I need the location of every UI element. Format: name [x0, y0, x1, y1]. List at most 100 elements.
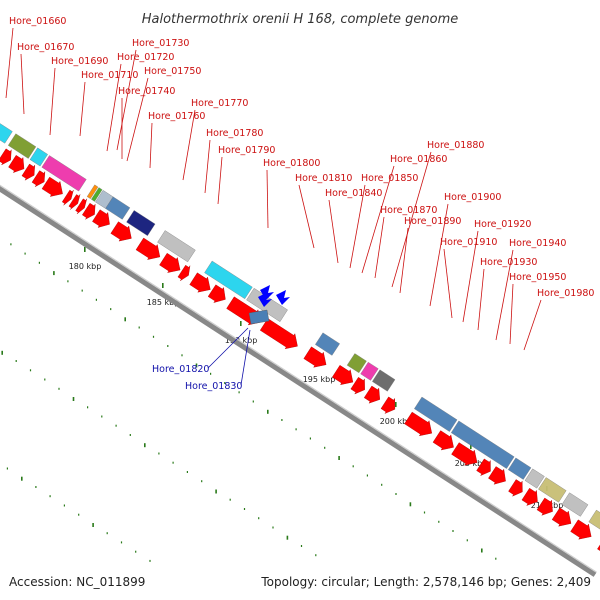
leader-line [462, 230, 479, 323]
scale-tick [272, 526, 274, 529]
gene-label: Hore_01710 [81, 70, 138, 81]
scale-label: 200 kbp [380, 417, 413, 426]
feature-block [588, 509, 600, 530]
leader-line [149, 122, 153, 169]
scale-tick [106, 532, 108, 535]
cds-arrow [521, 487, 538, 506]
scale-tick [129, 434, 131, 436]
scale-tick [238, 391, 240, 394]
scale-tick [49, 495, 51, 498]
leader-line [79, 81, 86, 137]
leader-line [477, 268, 485, 331]
scale-tick [152, 335, 155, 338]
gene-label-reverse: Hore_01820 [152, 364, 209, 375]
cds-arrow [488, 466, 506, 485]
scale-tick [138, 326, 140, 329]
reverse-cds-arrow [276, 290, 290, 305]
cds-arrow [41, 176, 63, 197]
scale-tick [87, 406, 89, 409]
leader-line [509, 283, 514, 345]
gene-label-reverse: Hore_01830 [185, 381, 242, 392]
scale-tick [44, 378, 46, 381]
scale-tick [120, 541, 123, 544]
scale-label: 190 kbp [225, 336, 258, 345]
scale-label: 185 kbp [147, 298, 180, 307]
reverse-feature-block [248, 309, 270, 325]
feature-block [315, 332, 340, 356]
scale-tick [172, 461, 174, 464]
gene-label: Hore_01800 [263, 158, 320, 169]
gene-label: Hore_01930 [480, 257, 537, 268]
reverse-cds-arrow [260, 285, 274, 300]
feature-block [346, 353, 367, 374]
cds-arrow [380, 396, 396, 414]
scale-tick [21, 476, 23, 481]
leader-line [328, 199, 339, 264]
scale-tick [495, 557, 497, 560]
cds-arrow [432, 430, 454, 451]
scale-tick [338, 456, 340, 460]
gene-label: Hore_01790 [218, 145, 275, 156]
scale-tick [252, 400, 254, 403]
leader-line [298, 184, 315, 249]
gene-label: Hore_01880 [427, 140, 484, 151]
cds-arrow [597, 544, 600, 551]
cds-arrow [536, 497, 553, 516]
scale-tick [29, 369, 32, 372]
feature-block [246, 287, 288, 322]
accession-text: Accession: NC_011899 [9, 575, 145, 589]
backbone-line [0, 186, 597, 577]
scale-tick [201, 480, 203, 483]
cds-arrow [508, 479, 523, 497]
leader-line [204, 139, 211, 194]
feature-block [372, 369, 396, 392]
gene-label: Hore_01750 [144, 66, 201, 77]
leader-line [182, 109, 196, 181]
leader-line [106, 63, 122, 152]
feature-block [29, 147, 48, 167]
leader-line [20, 53, 25, 115]
cds-arrow [332, 365, 354, 385]
scale-tick [95, 298, 97, 301]
scale-tick [72, 397, 75, 401]
gene-label: Hore_01940 [509, 238, 566, 249]
cds-arrow [350, 377, 365, 395]
label-leader-lines [5, 27, 542, 386]
leader-line [49, 67, 56, 136]
leader-line [429, 203, 449, 307]
scale-tick [6, 467, 8, 470]
scale-tick [24, 252, 26, 255]
feature-block [360, 361, 379, 381]
scale-tick [267, 409, 269, 414]
gene-label: Hore_01890 [404, 216, 461, 227]
scale-major-tick [84, 247, 86, 252]
feature-track [0, 123, 600, 530]
feature-block [126, 210, 156, 236]
genome-summary-text: Topology: circular; Length: 2,578,146 bp… [260, 575, 591, 589]
feature-block [0, 123, 13, 144]
scale-tick [81, 289, 83, 292]
leader-line [443, 248, 453, 319]
feature-block [450, 420, 515, 469]
gene-label: Hore_01870 [380, 205, 437, 216]
map-title: Halothermothrix orenii H 168, complete g… [142, 12, 459, 27]
cds-arrow [159, 252, 181, 273]
feature-block [105, 196, 131, 220]
feature-block [561, 492, 589, 517]
scale-tick [243, 508, 246, 510]
scale-tick [10, 243, 12, 246]
cds-arrow [82, 202, 96, 220]
cds-arrow [31, 170, 46, 188]
cds-arrow [110, 221, 132, 242]
scale-tick [366, 474, 368, 477]
gene-label: Hore_01770 [191, 98, 248, 109]
leader-line [126, 77, 149, 162]
cds-arrow-track [0, 148, 600, 551]
gene-label: Hore_01720 [117, 52, 174, 63]
scale-tick [38, 261, 40, 264]
scale-label: 195 kbp [303, 375, 336, 384]
scale-tick [300, 545, 303, 547]
gene-label: Hore_01780 [206, 128, 263, 139]
backbone-highlight [0, 184, 597, 573]
feature-block [7, 133, 37, 159]
